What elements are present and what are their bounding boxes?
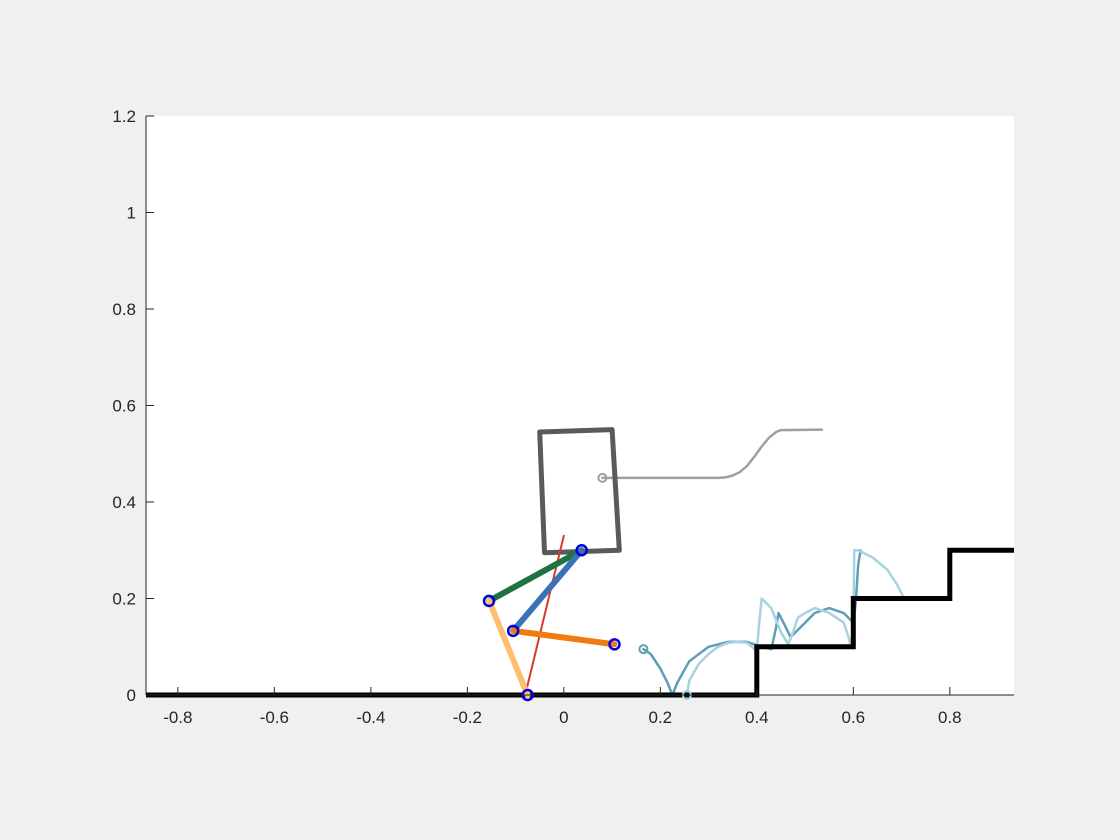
x-tick-label: 0.6 [842,708,866,727]
ground-stairs-line [146,547,1014,698]
foot-trajectory-light-line [685,549,906,697]
trajectory-start-marker [638,644,649,655]
y-tick-label: 0.4 [112,493,136,512]
x-tick-label: 0.4 [745,708,769,727]
x-tick-label: 0.2 [649,708,673,727]
y-tick-label: 1 [127,204,136,223]
body-trajectory-line [601,428,824,480]
leg-upper-thigh-segment [486,547,585,604]
leg-lower-thigh-segment [510,547,585,634]
x-tick-label: 0.8 [938,708,962,727]
leg-lower-shank-segment [510,627,618,648]
y-axis: 0 0.2 0.4 0.6 0.8 1 1.2 [112,107,154,705]
x-tick-label: 0 [559,708,568,727]
joint-marker [575,544,588,557]
x-tick-label: -0.8 [163,708,192,727]
x-axis: -0.8 -0.6 -0.4 -0.2 0 0.2 0.4 0.6 0.8 [146,687,1014,727]
y-tick-label: 0 [127,686,136,705]
joint-marker [482,594,496,608]
y-tick-label: 0.8 [112,300,136,319]
trajectory-start-marker [597,472,608,483]
y-tick-label: 0.2 [112,590,136,609]
joint-marker [506,624,520,638]
joint-marker [608,638,621,651]
x-tick-label: -0.2 [453,708,482,727]
plot-area [146,116,1014,695]
y-tick-label: 0.6 [112,397,136,416]
leg-upper-shank-segment [486,597,531,698]
y-tick-label: 1.2 [112,107,136,126]
x-tick-label: -0.4 [356,708,385,727]
x-tick-label: -0.6 [260,708,289,727]
robot-body-outline [537,427,622,556]
